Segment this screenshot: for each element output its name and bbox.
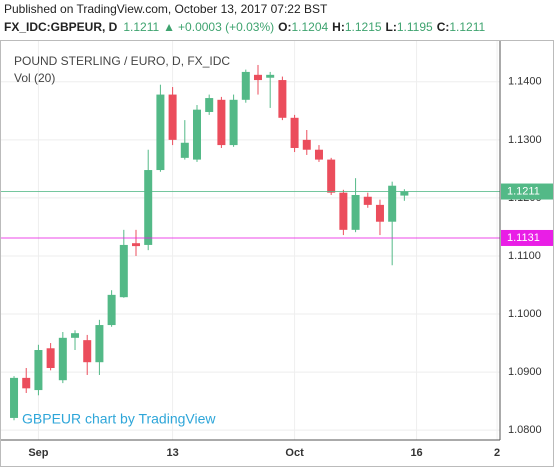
frame xyxy=(0,40,554,467)
open-label: O: xyxy=(278,20,291,34)
x-tick-label: Oct xyxy=(285,447,304,459)
y-tick-label: 1.1300 xyxy=(508,134,542,146)
y-tick-label: 1.0900 xyxy=(508,366,542,378)
candle-body xyxy=(205,98,214,112)
open: 1.1204 xyxy=(291,20,328,34)
x-tick-label: 2 xyxy=(494,447,500,459)
candle-body xyxy=(132,243,141,247)
candle-body xyxy=(253,74,262,81)
candle-body xyxy=(375,204,384,222)
published-line: Published on TradingView.com, October 13… xyxy=(4,2,328,16)
candle-body xyxy=(22,377,31,389)
candle-body xyxy=(278,80,287,118)
candle-body xyxy=(156,94,165,171)
low-label: L: xyxy=(386,20,397,34)
candle-body xyxy=(10,377,19,418)
watermark: GBPEUR chart by TradingView xyxy=(22,411,216,427)
candle-body xyxy=(83,340,92,363)
candle-body xyxy=(314,149,323,160)
x-tick-label: 16 xyxy=(410,447,422,459)
chart-title: POUND STERLING / EURO, D, FX_IDC xyxy=(14,54,230,68)
price-label-box xyxy=(501,229,553,246)
price-label-box xyxy=(501,183,553,200)
y-tick-label: 1.0800 xyxy=(508,424,542,436)
y-tick-label: 1.1400 xyxy=(508,76,542,88)
candle-body xyxy=(400,191,409,196)
y-tick-label: 1.1100 xyxy=(508,250,541,262)
price-label: 1.1211 xyxy=(507,185,540,197)
candle-body xyxy=(217,99,226,146)
candle-body xyxy=(241,71,250,100)
candle-body xyxy=(339,192,348,230)
candle-body xyxy=(95,325,104,363)
candle-body xyxy=(229,99,238,146)
candle-body xyxy=(351,195,360,230)
candle-body xyxy=(302,139,311,150)
last-price: 1.1211 xyxy=(123,20,159,34)
candle-body xyxy=(71,333,80,338)
candle-body xyxy=(266,74,275,78)
symbol: FX_IDC:GBPEUR, D xyxy=(4,20,118,34)
high-label: H: xyxy=(332,20,345,34)
candle-body xyxy=(363,196,372,205)
candle-body xyxy=(58,337,67,381)
chart-subtitle: Vol (20) xyxy=(14,71,55,85)
candle-body xyxy=(144,170,153,245)
candle-body xyxy=(327,159,336,193)
arrow: ▲ xyxy=(163,20,175,34)
overlay: POUND STERLING / EURO, D, FX_IDC Vol (20… xyxy=(14,54,230,427)
candle-body xyxy=(388,185,397,222)
candle-body xyxy=(107,294,116,326)
quote-line: FX_IDC:GBPEUR, D 1.1211 ▲ +0.0003 (+0.03%) O… xyxy=(4,20,485,34)
price-label: 1.1131 xyxy=(507,232,540,244)
low: 1.1195 xyxy=(397,20,433,34)
high: 1.1215 xyxy=(345,20,382,34)
candle-body xyxy=(290,117,299,148)
candle-body xyxy=(168,94,177,140)
x-tick-label: Sep xyxy=(28,447,48,459)
candle-body xyxy=(46,348,55,369)
close: 1.1211 xyxy=(449,20,485,34)
y-tick-label: 1.1000 xyxy=(508,308,542,320)
close-label: C: xyxy=(437,20,450,34)
plot: 1.08001.09001.10001.11001.12001.13001.14… xyxy=(0,40,542,459)
candle-body xyxy=(180,142,189,158)
change: +0.0003 (+0.03%) xyxy=(178,20,274,34)
candle-body xyxy=(119,244,128,298)
x-tick-label: 13 xyxy=(166,447,178,459)
candle-body xyxy=(192,109,201,160)
candle-body xyxy=(34,350,43,391)
